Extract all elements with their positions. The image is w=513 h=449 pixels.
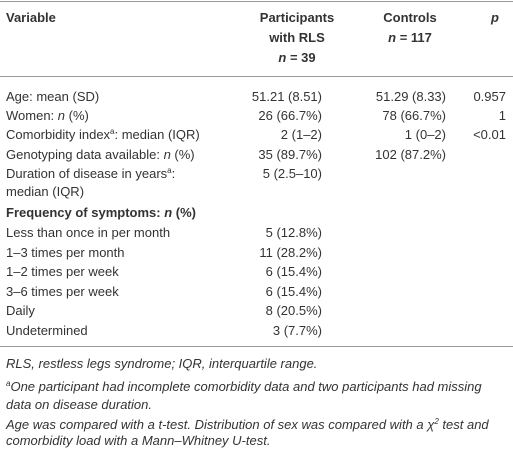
text: = 117 [396, 30, 432, 45]
row-label: Undetermined [6, 322, 88, 338]
text: n [388, 30, 397, 45]
cell: 1 [498, 108, 506, 123]
text: n [57, 108, 66, 123]
text: Genotyping data available: [6, 147, 164, 162]
cell: 0.957 [473, 89, 506, 104]
text: Women: [6, 108, 58, 123]
row-label: Daily [6, 303, 35, 318]
row-label: Comorbidity indexa: median (IQR) [6, 127, 200, 143]
row-label: Genotyping data available: n (%) [6, 147, 195, 163]
text: a [6, 379, 11, 388]
cell: 51.21 (8.51) [251, 89, 322, 104]
rule [0, 346, 513, 347]
cell: 6 (15.4%) [265, 283, 322, 299]
row-label: Age: mean (SD) [6, 89, 100, 104]
footnote: aOne participant had incomplete comorbid… [6, 379, 482, 395]
footnote: comorbidity load with a Mann–Whitney U-t… [6, 433, 271, 448]
text: (%) [65, 108, 89, 123]
text: Comorbidity index [6, 127, 111, 142]
cell: 1 (0–2) [404, 127, 446, 142]
cell: 2 (1–2) [280, 127, 322, 142]
text: n [163, 147, 171, 162]
text: n [164, 205, 173, 220]
section-title: Frequency of symptoms: n (%) [6, 205, 196, 221]
cell: 6 (15.4%) [265, 264, 322, 279]
footnote: data on disease duration. [6, 397, 152, 412]
row-label: Less than once in per month [6, 225, 171, 240]
cell: 51.29 (8.33) [375, 89, 446, 104]
text: a [110, 127, 115, 136]
cell: 5 (2.5–10) [262, 166, 322, 181]
row-label: 3–6 times per week [6, 283, 119, 299]
cell: 35 (89.7%) [258, 147, 322, 162]
header: n = 117 [355, 30, 465, 46]
cell: <0.01 [473, 127, 506, 142]
text: a [167, 166, 172, 175]
row-label: median (IQR) [6, 184, 85, 199]
header: Variable [6, 10, 56, 25]
text: (%) [172, 205, 196, 220]
text: = 39 [286, 50, 316, 65]
cell: 11 (28.2%) [259, 244, 322, 260]
row-label: 1–3 times per month [6, 244, 125, 260]
cell: 3 (7.7%) [272, 322, 322, 338]
header: p [491, 10, 499, 25]
text: One participant had incomplete comorbidi… [10, 379, 482, 394]
cell: 78 (66.7%) [382, 108, 446, 123]
row-label: Duration of disease in yearsa: [6, 166, 175, 182]
footnote: Age was compared with a t-test. Distribu… [6, 417, 489, 433]
text: : median (IQR) [114, 127, 200, 142]
cell: 26 (66.7%) [258, 108, 322, 123]
text: 2 [434, 417, 439, 426]
rule [0, 1, 513, 2]
header: Controls [383, 10, 437, 25]
cell: 8 (20.5%) [265, 303, 322, 318]
row-label: Women: n (%) [6, 108, 89, 124]
text: Age was compared with a t-test. Distribu… [6, 417, 435, 432]
text: Duration of disease in years [6, 166, 168, 181]
text: Frequency of symptoms: [6, 205, 165, 220]
text: : [171, 166, 176, 181]
footnote: RLS, restless legs syndrome; IQR, interq… [6, 356, 318, 371]
text: test and [438, 417, 489, 432]
text: n [278, 50, 287, 65]
header: with RLS [269, 30, 325, 45]
row-label: 1–2 times per week [6, 264, 119, 279]
text: (%) [170, 147, 195, 162]
header: Participants [259, 10, 335, 25]
header: n = 39 [237, 50, 357, 66]
rule [0, 76, 513, 77]
cell: 102 (87.2%) [375, 147, 446, 162]
cell: 5 (12.8%) [265, 225, 322, 240]
